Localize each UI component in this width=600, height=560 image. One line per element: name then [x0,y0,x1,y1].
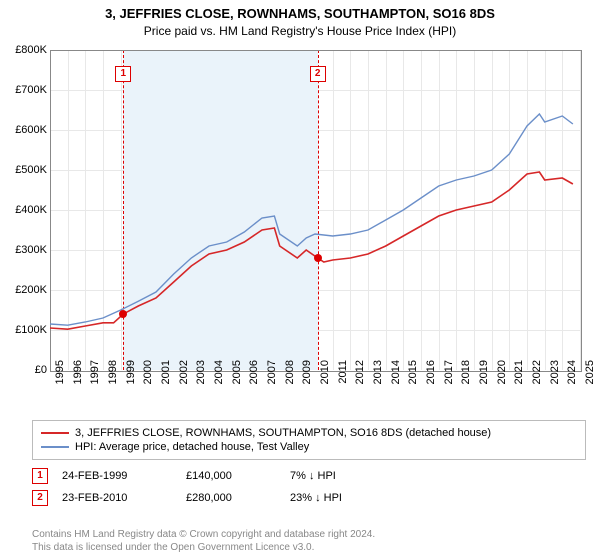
y-tick-label: £200K [2,284,47,296]
x-tick-label: 2007 [266,360,278,390]
y-tick-label: £700K [2,84,47,96]
x-tick-label: 2002 [178,360,190,390]
sale-marker-dot [314,254,322,262]
x-tick-label: 2011 [337,360,349,390]
y-tick-label: £800K [2,44,47,56]
x-tick-label: 2018 [460,360,472,390]
sale-delta: 7% ↓ HPI [290,470,336,482]
sale-marker-box: 1 [115,66,131,82]
x-tick-label: 2006 [248,360,260,390]
sale-date: 24-FEB-1999 [62,470,172,482]
legend-item: HPI: Average price, detached house, Test… [41,440,577,454]
legend-label: HPI: Average price, detached house, Test… [75,441,309,453]
sale-marker-box: 2 [310,66,326,82]
x-tick-label: 1996 [72,360,84,390]
legend-label: 3, JEFFRIES CLOSE, ROWNHAMS, SOUTHAMPTON… [75,427,491,439]
sale-record: 1 24-FEB-1999 £140,000 7% ↓ HPI [32,468,568,484]
x-tick-label: 2013 [372,360,384,390]
x-tick-label: 1997 [89,360,101,390]
x-tick-label: 2001 [160,360,172,390]
x-tick-label: 2016 [425,360,437,390]
x-tick-label: 2023 [549,360,561,390]
x-tick-label: 2021 [513,360,525,390]
sale-marker-ref: 1 [32,468,48,484]
y-tick-label: £100K [2,324,47,336]
x-tick-label: 2019 [478,360,490,390]
x-tick-label: 2014 [390,360,402,390]
sale-marker-ref: 2 [32,490,48,506]
x-tick-label: 2008 [284,360,296,390]
line-series [50,50,580,370]
x-tick-label: 2025 [584,360,596,390]
legend-item: 3, JEFFRIES CLOSE, ROWNHAMS, SOUTHAMPTON… [41,426,577,440]
x-tick-label: 2015 [407,360,419,390]
footer-line: This data is licensed under the Open Gov… [32,541,375,554]
y-tick-label: £600K [2,124,47,136]
series-hpi [50,114,573,325]
x-tick-label: 2005 [231,360,243,390]
x-tick-label: 2024 [566,360,578,390]
x-tick-label: 2009 [301,360,313,390]
x-tick-label: 2010 [319,360,331,390]
sale-date: 23-FEB-2010 [62,492,172,504]
footer-line: Contains HM Land Registry data © Crown c… [32,528,375,541]
x-tick-label: 2004 [213,360,225,390]
x-tick-label: 2000 [142,360,154,390]
sale-price: £140,000 [186,470,276,482]
x-tick-label: 2020 [496,360,508,390]
x-tick-label: 1998 [107,360,119,390]
y-tick-label: £400K [2,204,47,216]
x-tick-label: 2003 [195,360,207,390]
chart-subtitle: Price paid vs. HM Land Registry's House … [0,21,600,42]
x-tick-label: 2012 [354,360,366,390]
x-tick-label: 1999 [125,360,137,390]
chart-container: 3, JEFFRIES CLOSE, ROWNHAMS, SOUTHAMPTON… [0,0,600,560]
legend: 3, JEFFRIES CLOSE, ROWNHAMS, SOUTHAMPTON… [32,420,586,460]
x-tick-label: 1995 [54,360,66,390]
sale-record: 2 23-FEB-2010 £280,000 23% ↓ HPI [32,490,568,506]
y-tick-label: £300K [2,244,47,256]
copyright-footer: Contains HM Land Registry data © Crown c… [32,528,375,554]
y-tick-label: £500K [2,164,47,176]
chart-title: 3, JEFFRIES CLOSE, ROWNHAMS, SOUTHAMPTON… [0,0,600,21]
sale-price: £280,000 [186,492,276,504]
sale-marker-dot [119,310,127,318]
y-tick-label: £0 [2,364,47,376]
x-tick-label: 2017 [443,360,455,390]
x-tick-label: 2022 [531,360,543,390]
sale-delta: 23% ↓ HPI [290,492,342,504]
